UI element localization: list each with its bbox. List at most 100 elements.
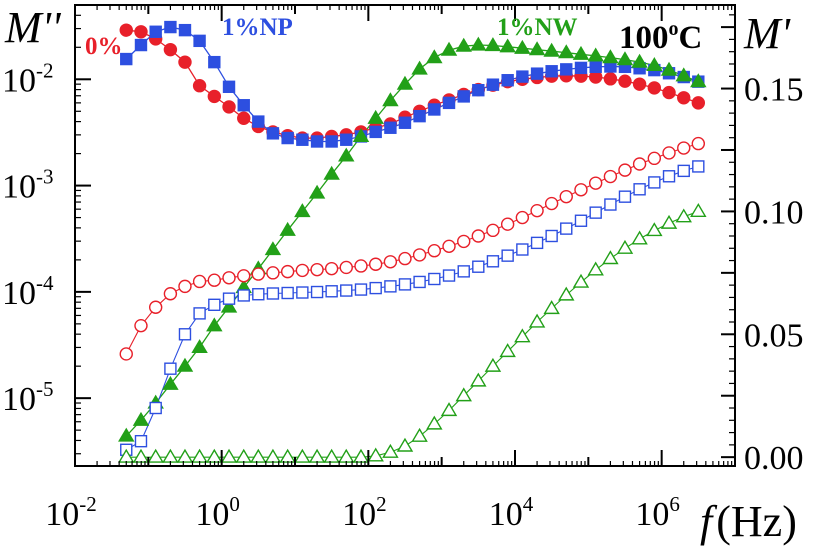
data-point-open-square (340, 284, 353, 297)
y-left-tick-label: 10-4 (2, 271, 54, 312)
data-point-filled-triangle (675, 67, 692, 82)
data-point-open-triangle (499, 343, 516, 358)
data-point-open-circle (677, 141, 691, 155)
data-point-filled-circle (691, 96, 706, 110)
data-point-open-circle (222, 271, 236, 285)
data-point-filled-square (589, 60, 602, 74)
data-point-filled-square (442, 96, 456, 110)
data-point-filled-square (472, 83, 485, 97)
series-line-filled-triangle (125, 44, 699, 437)
data-point-open-square (442, 269, 456, 282)
data-point-open-square (149, 401, 162, 415)
data-point-open-square (428, 272, 441, 286)
data-point-open-triangle (587, 261, 604, 276)
y-left-tick-label-base: 10 (2, 169, 36, 206)
data-point-open-circle (148, 300, 163, 314)
data-point-open-square (648, 176, 661, 189)
data-point-open-triangle (367, 447, 384, 462)
data-point-open-circle (486, 223, 500, 238)
data-point-filled-triangle (455, 37, 472, 52)
y-left-tick-label: 10-3 (2, 165, 54, 206)
data-point-filled-circle (647, 81, 662, 95)
data-point-open-circle (280, 264, 295, 279)
series-line-filled-circle (126, 29, 699, 139)
data-point-open-circle (237, 269, 251, 283)
data-point-open-square (222, 292, 236, 305)
data-point-filled-triangle (690, 73, 707, 88)
series-line-filled-square (125, 26, 699, 143)
data-point-filled-triangle (499, 38, 516, 53)
x-tick-label-exponent: 6 (669, 492, 680, 516)
data-point-filled-square (281, 131, 294, 145)
data-point-open-triangle (558, 286, 575, 301)
data-point-filled-triangle (587, 47, 604, 62)
data-point-open-triangle (426, 415, 443, 430)
data-point-filled-triangle (426, 49, 443, 64)
data-point-open-triangle (484, 357, 502, 372)
data-point-open-circle (588, 176, 603, 190)
data-point-filled-circle (207, 89, 222, 104)
data-point-filled-circle (163, 42, 178, 57)
series-markers-layer (118, 20, 707, 463)
data-point-open-circle (632, 157, 647, 171)
ticks-layer: 10-2 100 102 104 10610-210-310-410-50.150.10… (2, 4, 804, 533)
data-point-filled-circle (119, 23, 133, 37)
y-left-tick-label: 10-5 (2, 377, 54, 418)
data-point-open-square (178, 328, 192, 341)
data-point-open-square (384, 280, 397, 293)
data-point-open-square (692, 160, 705, 173)
data-point-open-circle (354, 259, 368, 273)
data-point-open-circle (383, 255, 398, 269)
temperature-value: 100 (619, 20, 669, 56)
data-point-filled-triangle (352, 128, 370, 143)
data-point-open-circle (544, 196, 559, 211)
series-line-open-circle (125, 143, 699, 355)
data-point-open-circle (500, 217, 515, 231)
data-point-filled-circle (134, 25, 148, 39)
x-tick-label-base: 10 (489, 496, 523, 533)
data-point-filled-square (530, 67, 544, 80)
y-left-tick-label-base: 10 (2, 275, 36, 312)
data-point-open-square (325, 285, 338, 298)
y-left-tick-label-base: 10 (2, 381, 36, 418)
data-point-open-square (164, 362, 177, 375)
data-point-open-square (281, 286, 294, 300)
y-right-tick-label: 0.15 (744, 72, 804, 109)
data-point-filled-square (237, 99, 250, 112)
data-point-filled-square (120, 52, 133, 66)
data-point-open-square (530, 236, 544, 250)
data-point-filled-circle (192, 79, 207, 93)
data-point-open-circle (134, 318, 148, 333)
data-point-open-triangle (455, 387, 472, 402)
data-point-filled-triangle (279, 221, 296, 236)
data-point-filled-triangle (411, 60, 428, 75)
data-point-open-circle (530, 203, 544, 218)
data-point-open-triangle (323, 448, 340, 463)
data-point-open-circle (647, 151, 662, 166)
x-tick-label-exponent: 2 (376, 492, 387, 516)
data-point-filled-triangle (543, 42, 560, 57)
data-point-open-triangle (220, 448, 238, 463)
data-point-open-triangle (382, 443, 399, 458)
data-point-open-circle (515, 210, 530, 225)
x-tick-label-base: 10 (45, 496, 79, 533)
data-point-filled-square (296, 133, 309, 146)
data-point-open-triangle (660, 214, 678, 229)
data-point-filled-triangle (132, 411, 150, 426)
data-point-open-circle (192, 274, 207, 289)
data-point-open-triangle (440, 402, 458, 417)
legend-label-np: 1%NP (222, 14, 293, 41)
data-point-open-circle (398, 251, 412, 266)
data-point-open-circle (339, 260, 353, 275)
data-point-filled-triangle (308, 184, 326, 199)
data-point-filled-triangle (396, 75, 414, 90)
data-point-open-square (457, 265, 470, 278)
data-point-filled-square (560, 63, 573, 76)
data-point-open-triangle (675, 208, 692, 223)
data-point-filled-triangle (294, 203, 311, 218)
data-point-open-square (237, 289, 250, 302)
data-point-filled-triangle (264, 241, 282, 256)
data-point-open-triangle (411, 427, 428, 442)
data-point-open-square (193, 307, 206, 320)
data-point-open-circle (427, 244, 442, 258)
